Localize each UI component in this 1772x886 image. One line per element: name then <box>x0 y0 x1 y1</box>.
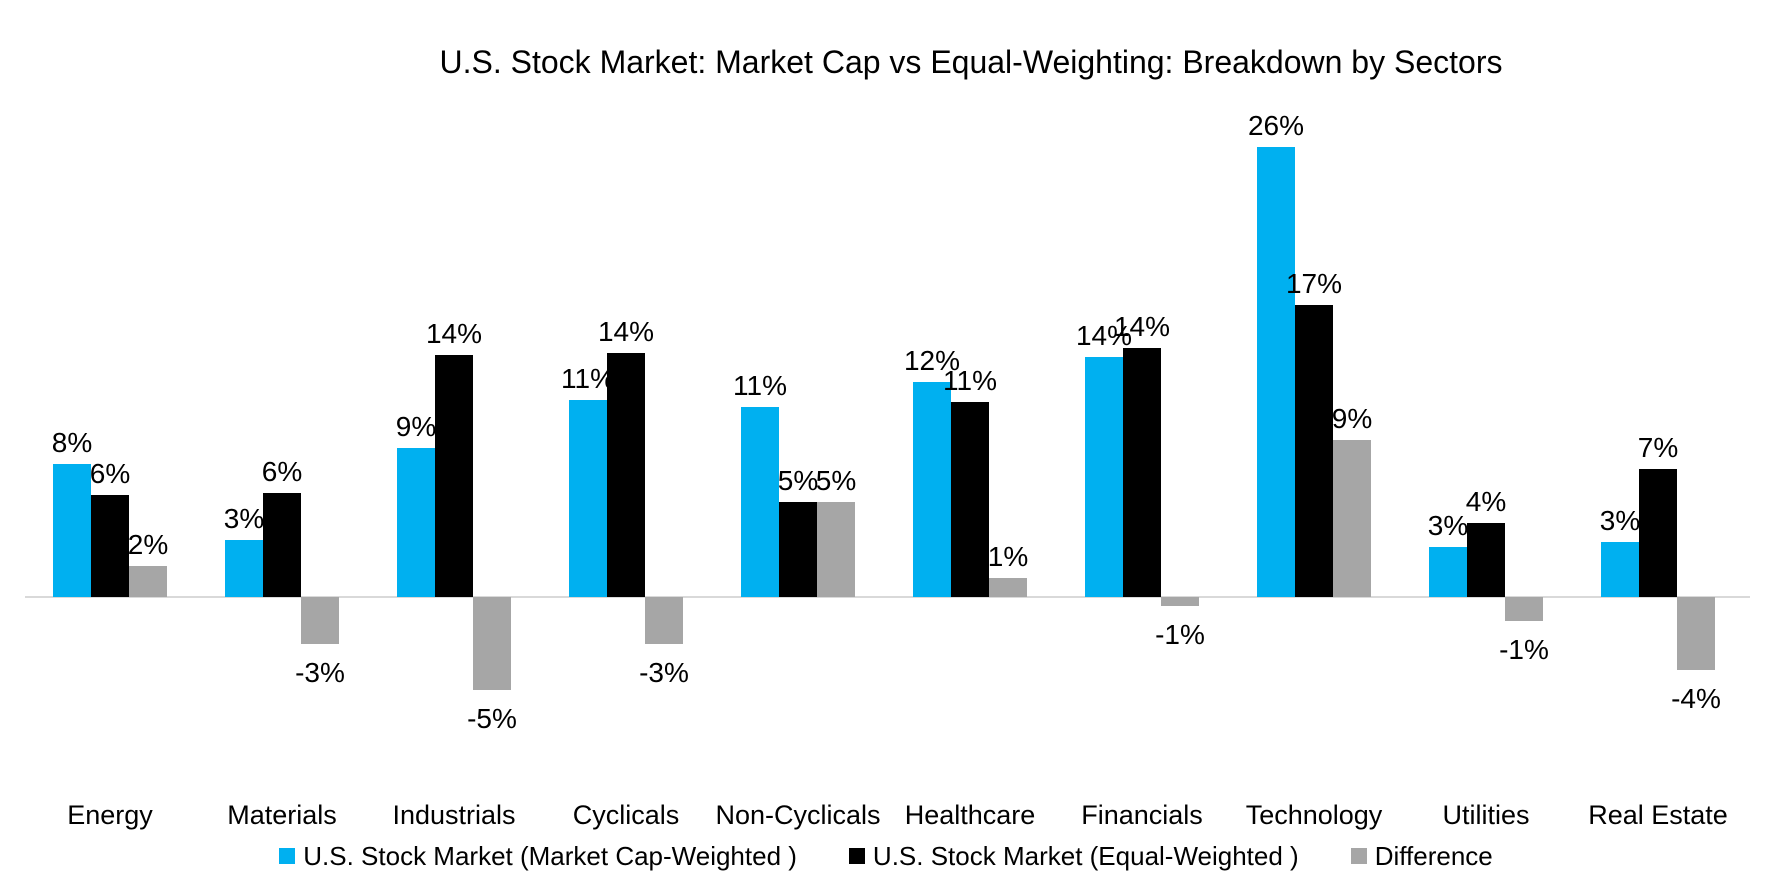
category-label: Non-Cyclicals <box>715 800 881 830</box>
bar <box>817 501 855 597</box>
bar-label: 14% <box>1113 310 1171 342</box>
bar-label: 11% <box>733 369 787 401</box>
bar-label: 14% <box>1075 319 1133 351</box>
bar-label: 3% <box>1599 504 1641 536</box>
bar-label: -1% <box>1155 618 1205 650</box>
category-label: Healthcare <box>904 800 1036 830</box>
bar-label: 1% <box>987 540 1029 572</box>
bar <box>1505 597 1543 622</box>
legend-label: Difference <box>1374 841 1493 871</box>
legend-marker-black-square <box>848 848 865 864</box>
bar <box>435 354 473 597</box>
bar-label: 11% <box>561 362 615 394</box>
legend-item-difference: Difference <box>1350 841 1493 871</box>
bar <box>569 399 607 597</box>
bar-label: 5% <box>815 464 857 496</box>
bar-label: 4% <box>1465 485 1507 517</box>
legend-marker-blue-square <box>279 848 296 864</box>
bar <box>1601 541 1639 597</box>
chart-title: U.S. Stock Market: Market Cap vs Equal-W… <box>439 44 1503 80</box>
legend-item-equal-weighted: U.S. Stock Market (Equal-Weighted ) <box>848 841 1299 871</box>
bar <box>473 597 511 691</box>
category-label: Financials <box>1081 800 1203 830</box>
bar-label: 12% <box>903 345 961 377</box>
bar <box>1639 468 1677 597</box>
bar-label: 14% <box>597 316 655 348</box>
legend-label: U.S. Stock Market (Equal-Weighted ) <box>872 841 1299 871</box>
bar-label: 6% <box>261 456 303 488</box>
category-label: Cyclicals <box>572 800 680 830</box>
bar-label: 11% <box>943 364 997 396</box>
bar-label: -1% <box>1499 634 1549 666</box>
x-axis-line <box>25 596 1750 598</box>
bar <box>53 463 91 597</box>
bar <box>1085 356 1123 597</box>
bar-label: 3% <box>1427 509 1469 541</box>
category-label: Materials <box>227 800 337 830</box>
bar <box>1677 597 1715 670</box>
bar <box>1161 597 1199 606</box>
bar <box>1295 304 1333 597</box>
bar-label: 5% <box>777 464 819 496</box>
bar <box>913 382 951 597</box>
bar-label: 8% <box>51 426 93 458</box>
bar-label: 26% <box>1247 110 1305 142</box>
bar <box>1429 546 1467 597</box>
bar-label: -3% <box>639 656 689 688</box>
legend: U.S. Stock Market (Market Cap-Weighted )… <box>0 838 1772 874</box>
bar-label: -4% <box>1671 682 1721 714</box>
bar-label: 14% <box>425 317 483 349</box>
bar <box>951 401 989 597</box>
bar-label: 17% <box>1285 267 1343 299</box>
bar-label: 2% <box>127 528 169 560</box>
category-label: Utilities <box>1442 800 1530 830</box>
bar <box>1123 347 1161 597</box>
bar <box>1333 439 1371 597</box>
bar-label: -3% <box>295 656 345 688</box>
bar <box>129 565 167 597</box>
bar-label: 9% <box>1331 402 1373 434</box>
bar-label: 9% <box>395 411 437 443</box>
bar <box>1467 522 1505 597</box>
bar <box>607 353 645 597</box>
category-label: Energy <box>67 800 153 830</box>
bar <box>989 577 1027 597</box>
bar <box>779 501 817 597</box>
legend-label: U.S. Stock Market (Market Cap-Weighted ) <box>303 841 797 871</box>
bar <box>263 493 301 597</box>
bar <box>1257 147 1295 597</box>
bar-label: 3% <box>223 502 265 534</box>
legend-marker-gray-square <box>1350 848 1367 864</box>
bar-label: 6% <box>89 457 131 489</box>
category-label: Technology <box>1245 800 1383 830</box>
bar <box>91 494 129 597</box>
bar <box>645 597 683 644</box>
bar <box>301 597 339 644</box>
legend-item-market-cap-weighted: U.S. Stock Market (Market Cap-Weighted ) <box>279 841 797 871</box>
bar <box>225 539 263 597</box>
bar <box>397 448 435 597</box>
category-label: Industrials <box>392 800 516 830</box>
bar-label: -5% <box>467 703 517 735</box>
category-label: Real Estate <box>1588 800 1728 830</box>
bar-label: 7% <box>1637 431 1679 463</box>
bar <box>741 406 779 597</box>
